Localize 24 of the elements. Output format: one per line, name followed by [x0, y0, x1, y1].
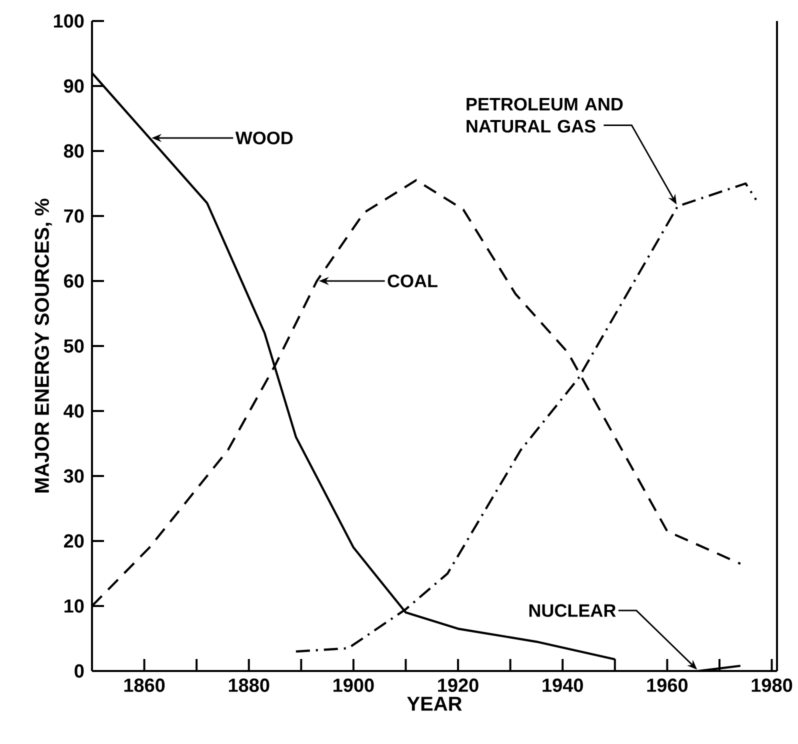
- x-tick-label: 1880: [228, 678, 270, 692]
- y-axis-title: MAJOR ENERGY SOURCES, %: [34, 198, 52, 492]
- y-tick-label: 40: [64, 404, 84, 418]
- annotation: COAL: [388, 274, 438, 288]
- y-tick-label: 100: [54, 14, 84, 28]
- x-tick-label: 1940: [542, 678, 583, 692]
- x-axis-title: YEAR: [407, 696, 462, 711]
- y-tick-label: 60: [64, 274, 84, 288]
- y-tick-label: 90: [64, 79, 84, 93]
- x-tick-label: 1860: [124, 678, 165, 692]
- x-tick-label: 1920: [438, 678, 478, 692]
- annotation: PETROLEUM AND NATURAL GAS: [466, 98, 623, 133]
- y-tick-label: 50: [64, 339, 84, 353]
- x-tick-label: 1960: [647, 678, 688, 692]
- y-tick-label: 20: [64, 534, 84, 548]
- annotation: NUCLEAR: [529, 604, 616, 617]
- x-tick-label: 1900: [334, 678, 374, 692]
- y-tick-label: 80: [64, 144, 84, 158]
- y-tick-label: 70: [64, 209, 84, 223]
- y-tick-label: 0: [74, 664, 84, 678]
- annotation: WOOD: [235, 132, 293, 144]
- y-tick-label: 10: [64, 599, 84, 613]
- y-tick-label: 30: [64, 469, 84, 483]
- x-tick-label: 1980: [752, 678, 792, 692]
